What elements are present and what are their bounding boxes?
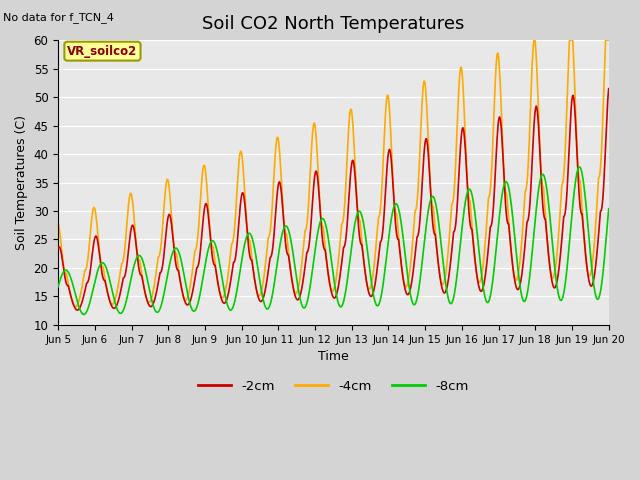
Title: Soil CO2 North Temperatures: Soil CO2 North Temperatures: [202, 15, 465, 33]
Text: No data for f_TCN_4: No data for f_TCN_4: [3, 12, 114, 23]
Legend: -2cm, -4cm, -8cm: -2cm, -4cm, -8cm: [193, 374, 474, 398]
Text: VR_soilco2: VR_soilco2: [67, 45, 138, 58]
X-axis label: Time: Time: [318, 350, 349, 363]
Y-axis label: Soil Temperatures (C): Soil Temperatures (C): [15, 115, 28, 250]
